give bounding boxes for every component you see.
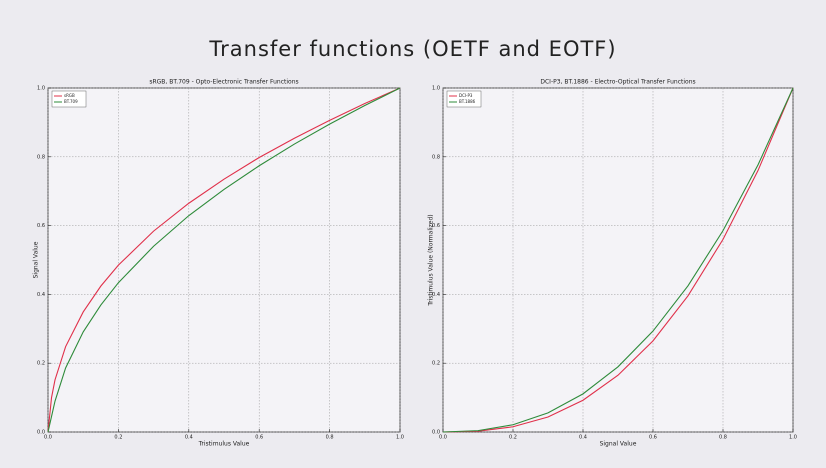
x-tick-label: 0.8 [326, 435, 334, 441]
series-line [47, 87, 401, 433]
legend-label: BT.709 [64, 99, 78, 104]
x-tick-label: 0.8 [719, 435, 727, 441]
x-tick-label: 0.0 [44, 435, 52, 441]
chart-title: DCI-P3, BT.1886 - Electro-Optical Transf… [540, 79, 695, 86]
x-tick-label: 0.4 [579, 435, 587, 441]
legend-label: sRGB [64, 93, 75, 98]
y-tick-label: 0.4 [432, 292, 440, 298]
series-line [442, 87, 794, 433]
legend-label: BT.1886 [459, 99, 476, 104]
legend-box [446, 90, 482, 108]
x-tick-label: 0.6 [649, 435, 657, 441]
y-tick-label: 0.6 [37, 223, 45, 229]
y-tick-label: 0.2 [432, 361, 440, 367]
x-axis-label: Tristimulus Value [198, 441, 250, 448]
x-tick-label: 0.2 [509, 435, 517, 441]
y-axis-label: Tristimulus Value (Normalized) [428, 214, 435, 306]
y-tick-label: 0.8 [37, 154, 45, 160]
chart-title: sRGB, BT.709 - Opto-Electronic Transfer … [149, 79, 298, 86]
x-axis-label: Signal Value [600, 441, 637, 448]
y-tick-label: 0.2 [37, 361, 45, 367]
series-line [442, 87, 794, 433]
y-tick-label: 1.0 [432, 86, 440, 92]
x-tick-label: 0.0 [439, 435, 447, 441]
x-tick-label: 0.2 [114, 435, 122, 441]
y-tick-label: 0.6 [432, 223, 440, 229]
x-tick-label: 1.0 [396, 435, 404, 441]
legend-label: DCI-P3 [459, 93, 473, 98]
y-tick-label: 0.0 [432, 430, 440, 436]
x-tick-label: 1.0 [789, 435, 797, 441]
slide-title: Transfer functions (OETF and EOTF) [208, 37, 616, 61]
x-tick-label: 0.6 [255, 435, 263, 441]
plot-area [47, 87, 401, 433]
y-tick-label: 0.4 [37, 292, 45, 298]
y-tick-label: 0.0 [37, 430, 45, 436]
y-axis-label: Signal Value [33, 241, 40, 278]
series-line [47, 87, 401, 433]
y-tick-label: 1.0 [37, 86, 45, 92]
legend-box [51, 90, 87, 108]
y-tick-label: 0.8 [432, 154, 440, 160]
plot-area [442, 87, 794, 433]
x-tick-label: 0.4 [185, 435, 193, 441]
